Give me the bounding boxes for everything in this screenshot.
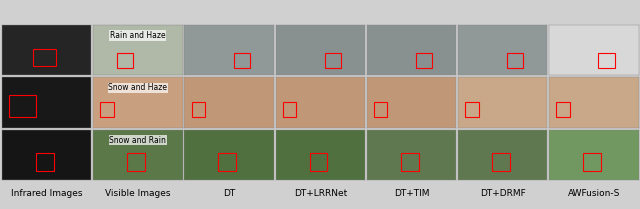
Bar xyxy=(283,102,296,117)
Text: AWFusion-S: AWFusion-S xyxy=(568,189,620,198)
Text: DT+LRRNet: DT+LRRNet xyxy=(294,189,347,198)
Bar xyxy=(33,49,56,66)
Text: DT: DT xyxy=(223,189,236,198)
Bar xyxy=(583,153,601,171)
Bar xyxy=(191,102,205,117)
Bar xyxy=(218,153,236,171)
Bar xyxy=(234,53,250,68)
Bar xyxy=(127,153,145,171)
Text: DT+TIM: DT+TIM xyxy=(394,189,429,198)
Bar xyxy=(598,53,614,68)
Text: Snow and Haze: Snow and Haze xyxy=(108,83,168,92)
Bar xyxy=(492,153,510,171)
Bar xyxy=(9,95,36,117)
Text: Snow and Rain: Snow and Rain xyxy=(109,136,166,145)
Text: Rain and Haze: Rain and Haze xyxy=(110,31,166,40)
Bar xyxy=(117,53,133,68)
Text: Visible Images: Visible Images xyxy=(105,189,171,198)
Bar xyxy=(324,53,341,68)
Bar xyxy=(401,153,419,171)
Bar xyxy=(508,53,524,68)
Text: Infrared Images: Infrared Images xyxy=(11,189,83,198)
Bar xyxy=(465,102,479,117)
Bar xyxy=(100,102,114,117)
Bar xyxy=(310,153,328,171)
Text: DT+DRMF: DT+DRMF xyxy=(480,189,525,198)
Bar xyxy=(374,102,387,117)
Bar xyxy=(416,53,432,68)
Bar xyxy=(36,153,54,171)
Bar xyxy=(556,102,570,117)
